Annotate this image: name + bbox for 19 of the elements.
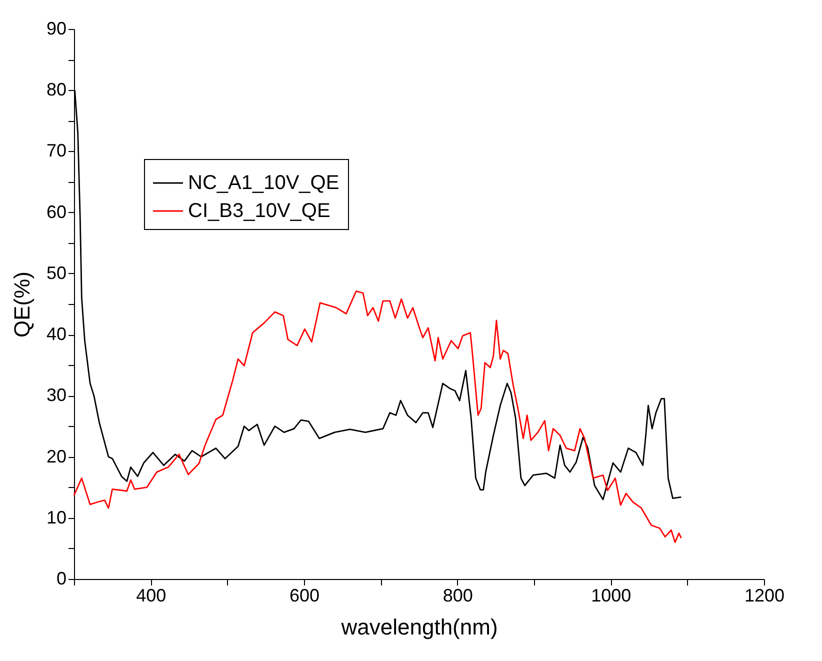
y-tick-label: 10 <box>46 507 66 528</box>
y-tick-label: 90 <box>46 18 66 38</box>
y-tick-label: 0 <box>56 568 66 588</box>
y-tick-label: 30 <box>46 385 66 406</box>
y-tick-label: 60 <box>46 202 66 222</box>
legend-label: CI_B3_10V_QE <box>188 200 330 222</box>
x-tick-label: 1000 <box>591 586 632 606</box>
x-axis-title: wavelength(nm) <box>340 614 498 640</box>
x-tick-label: 1200 <box>744 586 785 606</box>
y-tick-label: 40 <box>46 324 66 344</box>
y-tick-label: 50 <box>46 262 66 283</box>
y-tick-label: 20 <box>46 446 66 466</box>
y-tick-label: 70 <box>46 140 66 161</box>
legend-label: NC_A1_10V_QE <box>188 172 340 194</box>
y-axis-title: QE(%) <box>9 272 34 338</box>
x-tick-label: 800 <box>442 586 473 606</box>
y-tick-label: 80 <box>46 80 66 100</box>
x-tick-label: 600 <box>289 586 320 606</box>
x-tick-label: 400 <box>136 586 166 606</box>
